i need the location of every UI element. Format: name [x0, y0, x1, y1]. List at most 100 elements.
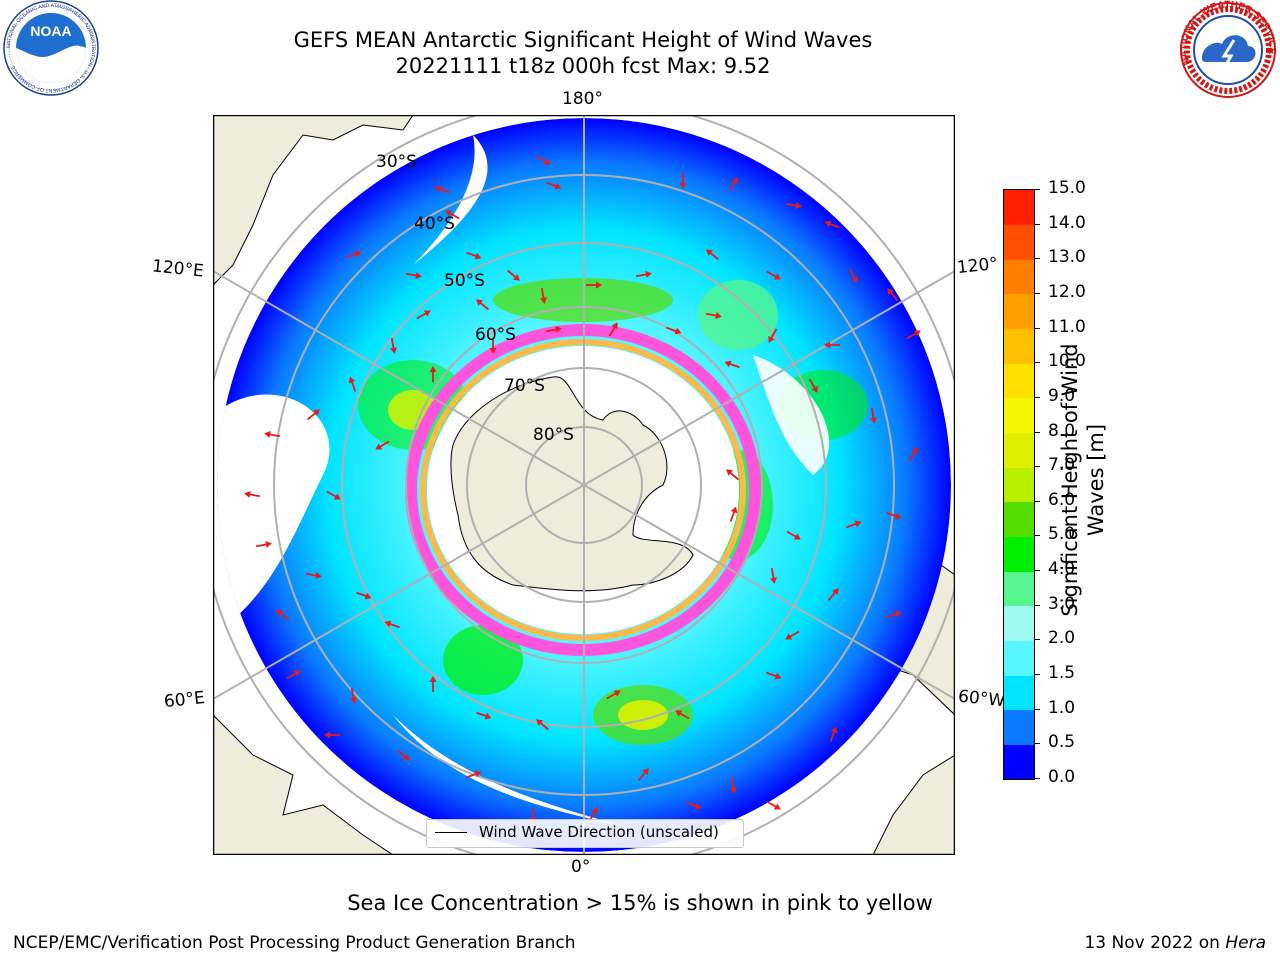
wind-wave-arrow — [305, 572, 322, 579]
map-legend: Wind Wave Direction (unscaled) — [426, 819, 744, 848]
wind-wave-arrow — [887, 288, 899, 301]
wind-wave-arrow — [635, 271, 652, 278]
wind-wave-arrow — [686, 801, 702, 810]
legend-line — [435, 832, 467, 833]
wind-wave-arrow — [608, 322, 618, 337]
run-date-text: 13 Nov 2022 on — [1084, 933, 1226, 953]
colorbar-tick-mark — [1034, 604, 1040, 606]
colorbar-swatch — [1004, 467, 1034, 503]
colorbar-swatch — [1004, 675, 1034, 711]
wind-wave-arrow — [536, 719, 549, 731]
colorbar-swatch — [1004, 501, 1034, 537]
colorbar-swatch — [1004, 363, 1034, 399]
wind-wave-arrow — [546, 181, 562, 190]
colorbar-tick-mark — [1034, 743, 1040, 745]
colorbar-tick-mark — [1034, 500, 1040, 502]
wind-wave-arrow — [906, 330, 921, 340]
wind-wave-arrow — [808, 378, 818, 393]
wind-wave-arrow — [766, 800, 781, 810]
lat-label-30s: 30°S — [376, 152, 417, 172]
colorbar-tick-mark — [1034, 223, 1040, 225]
colorbar-swatch — [1004, 397, 1034, 434]
wind-wave-arrow — [264, 431, 281, 438]
wind-wave-arrow — [466, 251, 482, 260]
wind-wave-arrow — [466, 770, 482, 779]
lat-label-70s: 70°S — [504, 376, 545, 396]
wind-wave-arrow — [326, 490, 341, 500]
colorbar-swatch — [1004, 640, 1034, 676]
lon-label-0: 0° — [571, 857, 591, 877]
noaa-logo: NOAA NATIONAL OCEANIC AND ATMOSPHERIC AD… — [3, 0, 99, 96]
lat-label-50s: 50°S — [444, 271, 485, 291]
sea-ice-note: Sea Ice Concentration > 15% is shown in … — [347, 891, 933, 915]
wind-wave-arrow — [675, 710, 690, 720]
lat-label-40s: 40°S — [414, 214, 455, 234]
colorbar-swatch — [1004, 709, 1034, 745]
colorbar-tick-mark — [1034, 708, 1040, 710]
colorbar-tick-mark — [1034, 362, 1040, 364]
colorbar-label-line2: Waves [m] — [1084, 423, 1108, 537]
colorbar-label-line1: Significant Height of Wind — [1058, 343, 1082, 617]
colorbar-ticks: 0.0 0.5 1.0 1.5 2.0 3.0 4.0 5.0 6.0 7.0 8.0 9.0 10.0… — [1034, 178, 1094, 787]
colorbar-swatch — [1004, 190, 1034, 226]
wind-wave-arrow — [356, 591, 372, 600]
colorbar-tick-mark — [1034, 327, 1040, 329]
wind-wave-arrow — [540, 287, 547, 304]
wind-wave-arrow — [276, 609, 289, 621]
lon-label-180: 180° — [562, 89, 603, 109]
legend-label: Wind Wave Direction (unscaled) — [479, 823, 719, 841]
wind-wave-arrow — [476, 299, 489, 311]
wind-wave-arrow — [434, 185, 450, 194]
chart-subtitle: 20221111 t18z 000h fcst Max: 9.52 — [395, 54, 771, 78]
colorbar-tick-mark — [1034, 466, 1040, 468]
wind-wave-arrow — [724, 360, 740, 369]
wind-wave-arrow — [768, 328, 778, 343]
colorbar-tick-label: 4.0 — [1048, 559, 1076, 580]
wind-wave-arrow — [770, 567, 777, 584]
colorbar-tick-mark — [1034, 674, 1040, 676]
wind-wave-arrow — [545, 326, 562, 333]
wind-wave-arrow — [886, 610, 902, 619]
wind-wave-arrow — [429, 366, 437, 382]
colorbar-tick-mark — [1034, 292, 1040, 294]
lat-label-80s: 80°S — [533, 425, 574, 445]
wind-wave-arrow — [307, 409, 320, 421]
colorbar-tick-label: 0.5 — [1048, 732, 1076, 753]
wind-wave-arrow — [848, 268, 858, 283]
wind-wave-arrow — [726, 469, 739, 481]
colorbar-tick-label: 7.0 — [1048, 455, 1076, 476]
colorbar — [1003, 189, 1035, 780]
wind-wave-arrow — [637, 768, 649, 781]
noaa-logo-text: NOAA — [30, 23, 71, 39]
wind-wave-arrow — [706, 249, 719, 261]
wind-wave-arrow — [785, 630, 800, 640]
colorbar-tick-label: 5.0 — [1048, 524, 1076, 545]
machine-name: Hera — [1225, 933, 1266, 953]
wind-wave-arrow — [728, 177, 738, 192]
wind-wave-arrow — [586, 281, 602, 289]
wind-wave-arrow — [507, 269, 520, 281]
wind-wave-arrow — [375, 440, 390, 450]
colorbar-tick-mark — [1034, 570, 1040, 572]
colorbar-tick-mark — [1034, 431, 1040, 433]
wind-wave-arrow — [255, 541, 272, 548]
wind-wave-arrow — [476, 711, 492, 720]
colorbar-swatch — [1004, 432, 1034, 468]
wind-wave-arrow — [679, 173, 687, 189]
wind-wave-vectors — [244, 155, 921, 824]
polar-map — [213, 115, 955, 855]
colorbar-tick-label: 9.0 — [1048, 385, 1076, 406]
colorbar-tick-label: 10.0 — [1048, 351, 1086, 372]
wind-wave-arrow — [384, 620, 400, 629]
lon-label-60e: 60°E — [163, 687, 206, 713]
colorbar-tick-label: 14.0 — [1048, 212, 1086, 233]
colorbar-tick-label: 15.0 — [1048, 178, 1086, 198]
wind-wave-arrow — [286, 670, 301, 680]
wind-wave-arrow — [785, 202, 802, 209]
colorbar-tick-mark — [1034, 258, 1040, 260]
lon-label-120e: 120°E — [151, 256, 205, 282]
wind-wave-arrow — [824, 220, 840, 229]
wind-wave-arrow — [244, 491, 261, 498]
map-frame — [213, 115, 955, 855]
wind-wave-arrow — [666, 326, 682, 335]
